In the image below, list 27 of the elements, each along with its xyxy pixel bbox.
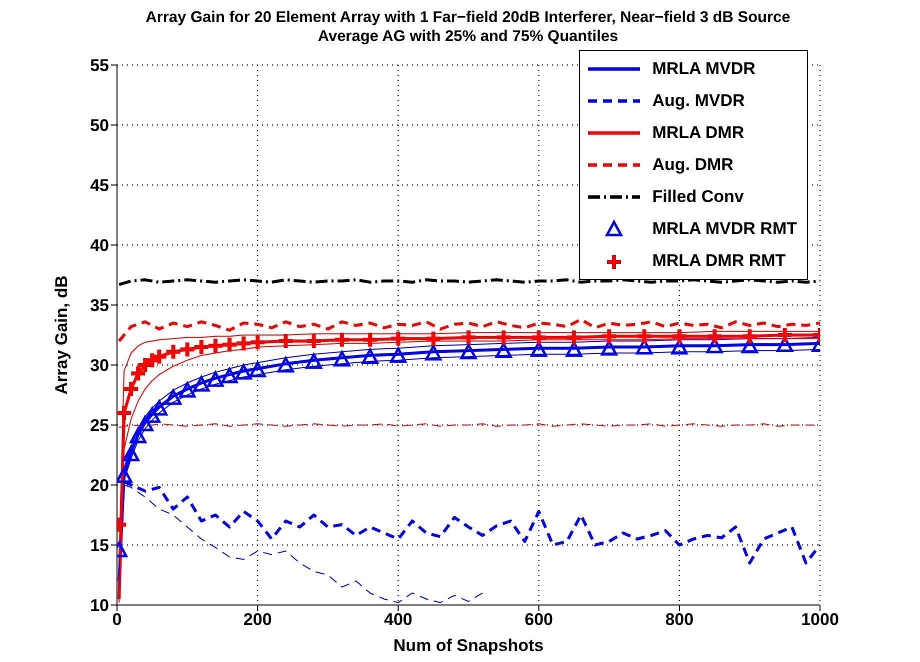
y-tick-label: 25 — [90, 416, 109, 436]
y-tick-label: 40 — [90, 236, 109, 256]
y-axis-title: Array Gain, dB — [52, 275, 72, 395]
x-tick-label: 800 — [665, 610, 694, 630]
x-tick-label: 1000 — [801, 610, 839, 630]
y-tick-label: 10 — [90, 596, 109, 616]
legend-label: MRLA DMR — [652, 123, 744, 143]
x-tick-label: 0 — [112, 610, 122, 630]
x-axis-title: Num of Snapshots — [393, 636, 544, 655]
y-tick-label: 45 — [90, 176, 109, 196]
legend-label: MRLA MVDR — [652, 59, 756, 79]
legend-label: MRLA MVDR RMT — [652, 219, 797, 239]
y-tick-label: 55 — [90, 56, 109, 76]
chart-title: Array Gain for 20 Element Array with 1 Far−field 20dB Interferer, Near−field 3 dB Source — [144, 8, 792, 27]
y-tick-label: 35 — [90, 296, 109, 316]
legend-label: Aug. DMR — [652, 155, 734, 175]
x-tick-label: 200 — [243, 610, 272, 630]
y-tick-label: 15 — [90, 536, 109, 556]
legend-label: MRLA DMR RMT — [652, 251, 786, 271]
legend-label: Filled Conv — [652, 187, 744, 207]
x-tick-label: 400 — [384, 610, 412, 630]
x-tick-label: 600 — [524, 610, 553, 630]
y-tick-label: 30 — [90, 356, 109, 376]
legend-label: Aug. MVDR — [652, 91, 745, 111]
y-tick-label: 20 — [90, 476, 109, 496]
y-tick-label: 50 — [90, 116, 109, 136]
chart-subtitle: Average AG with 25% and 75% Quantiles — [316, 27, 620, 46]
